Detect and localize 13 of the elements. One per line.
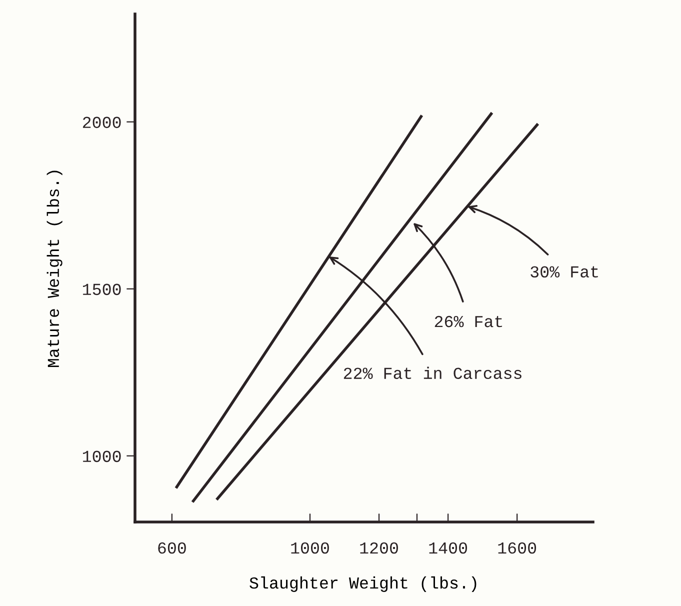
y-tick-label: 2000 bbox=[82, 116, 121, 128]
y-tick-label: 1500 bbox=[83, 284, 121, 296]
x-tick-label: 600 bbox=[158, 542, 186, 554]
annotation: 22% Fat in Carcass bbox=[344, 366, 522, 380]
annotation: 26% Fat bbox=[434, 316, 502, 328]
x-tick-label: 1400 bbox=[429, 542, 468, 554]
y-tick-label: 1000 bbox=[83, 450, 121, 462]
x-tick-label: 1000 bbox=[291, 542, 329, 554]
x-tick-label: 1600 bbox=[498, 542, 536, 554]
annotation: 30% Fat bbox=[530, 266, 598, 278]
x-axis-title: Slaughter Weight (lbs.) bbox=[250, 576, 476, 592]
x-tick-label: 1200 bbox=[360, 542, 398, 554]
y-axis-title: Mature Weight (lbs.) bbox=[46, 170, 62, 367]
